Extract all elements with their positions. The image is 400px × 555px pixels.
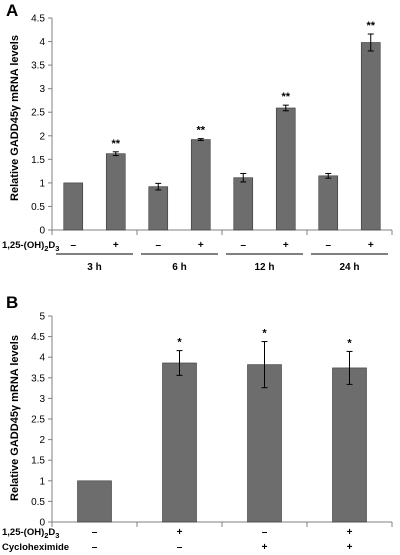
panel-b-y-tick-label: 1 bbox=[39, 476, 45, 487]
panel-a-y-tick-label: 0 bbox=[39, 226, 45, 237]
panel-b-bar bbox=[247, 364, 282, 523]
panel-a-bar bbox=[233, 177, 254, 231]
panel-a-treatment-sign: + bbox=[113, 240, 119, 251]
panel-a-group-label: 12 h bbox=[254, 262, 274, 273]
panel-b-treatment-sign: – bbox=[262, 527, 268, 538]
panel-b-y-tick-label: 2 bbox=[39, 435, 45, 446]
panel-a-treatment-sign: + bbox=[368, 240, 374, 251]
panel-b-y-tick-label: 2.5 bbox=[31, 415, 45, 426]
panel-b-plot: 0 0.5 1 1.5 2 2.5 3 3.5 4 4.5 5 1,25-(OH)2D3 Cyclohe… bbox=[2, 312, 393, 553]
panel-b-y-tick-label: 4.5 bbox=[31, 332, 45, 343]
panel-a-y-tick-label: 1 bbox=[39, 178, 45, 189]
panel-a-y-tick-label: 2 bbox=[39, 131, 45, 142]
panel-a-y-tick-label: 3 bbox=[39, 84, 45, 95]
panel-b-treatment-sign: + bbox=[347, 542, 353, 553]
panel-b-significance-label: * bbox=[262, 328, 267, 340]
panel-b-y-tick-label: 3.5 bbox=[31, 373, 45, 384]
panel-a-significance-label: ** bbox=[111, 138, 120, 150]
panel-a-treatment-sign: – bbox=[155, 240, 161, 251]
panel-a-y-tick-label: 3.5 bbox=[31, 61, 45, 72]
panel-b-significance-label: * bbox=[347, 337, 352, 349]
panel-a-bar bbox=[190, 139, 211, 231]
panel-b-y-tick-label: 0.5 bbox=[31, 497, 45, 508]
panel-a-y-tick-label: 0.5 bbox=[31, 202, 45, 213]
panel-b-bar bbox=[162, 362, 197, 523]
panel-a-group-label: 3 h bbox=[87, 262, 101, 273]
panel-a-y-axis-title: Relative GADD45γ mRNA levels bbox=[9, 35, 21, 201]
panel-b-y-tick-label: 5 bbox=[39, 312, 45, 323]
panel-b-y-tick-label: 1.5 bbox=[31, 456, 45, 467]
panel-b-bar bbox=[332, 367, 367, 523]
panel-a-significance-label: ** bbox=[281, 91, 290, 103]
panel-a-bar bbox=[105, 153, 126, 231]
panel-a-bar bbox=[318, 175, 339, 231]
panel-b-significance-label: * bbox=[177, 337, 182, 349]
panel-a-group-label: 6 h bbox=[172, 262, 186, 273]
panel-b-treatment-sign: – bbox=[92, 542, 98, 553]
panel-a-significance-label: ** bbox=[366, 20, 375, 32]
panel-b-treatment-sign: + bbox=[347, 527, 353, 538]
panel-b-bar bbox=[77, 480, 112, 523]
panel-a-bar bbox=[148, 186, 169, 231]
panel-b-label: B bbox=[6, 293, 18, 312]
panel-b-y-tick-label: 4 bbox=[39, 353, 45, 364]
panel-a-treatment-sign: – bbox=[240, 240, 246, 251]
panel-a-treatment-sign: – bbox=[70, 240, 76, 251]
panel-a-y-tick-label: 4 bbox=[39, 37, 45, 48]
panel-b-treatment-sign: + bbox=[177, 527, 183, 538]
panel-a-y-tick-label: 1.5 bbox=[31, 155, 45, 166]
panel-a-y-tick-label: 2.5 bbox=[31, 108, 45, 119]
panel-a-bar bbox=[360, 42, 381, 231]
panel-a-treatment-label: 1,25-(OH)2D3 bbox=[2, 240, 59, 253]
panel-a-plot: 00.511.522.533.544.51,25-(OH)2D3 –**+3 h–… bbox=[2, 14, 393, 273]
panel-a-treatment-sign: – bbox=[325, 240, 331, 251]
panel-a-treatment-sign: + bbox=[198, 240, 204, 251]
panel-b-treatment-sign: – bbox=[92, 527, 98, 538]
panel-b-treatment-sign: + bbox=[262, 542, 268, 553]
panel-a-treatment-sign: + bbox=[283, 240, 289, 251]
panel-b-y-axis-title: Relative GADD45γ mRNA levels bbox=[9, 335, 21, 501]
panel-a-bar bbox=[275, 107, 296, 231]
panel-a-group-label: 24 h bbox=[339, 262, 359, 273]
panel-b-row-label: 1,25-(OH)2D3 bbox=[2, 527, 59, 540]
panel-b-row-label: Cycloheximide bbox=[2, 542, 69, 553]
panel-b-y-tick-label: 3 bbox=[39, 394, 45, 405]
panel-a-label: A bbox=[6, 1, 18, 20]
panel-a-significance-label: ** bbox=[196, 125, 205, 137]
panel-a-bar bbox=[63, 182, 84, 231]
panel-b-y-tick-label: 0 bbox=[39, 518, 45, 529]
panel-a-y-tick-label: 4.5 bbox=[31, 14, 45, 25]
panel-b-treatment-sign: – bbox=[177, 542, 183, 553]
